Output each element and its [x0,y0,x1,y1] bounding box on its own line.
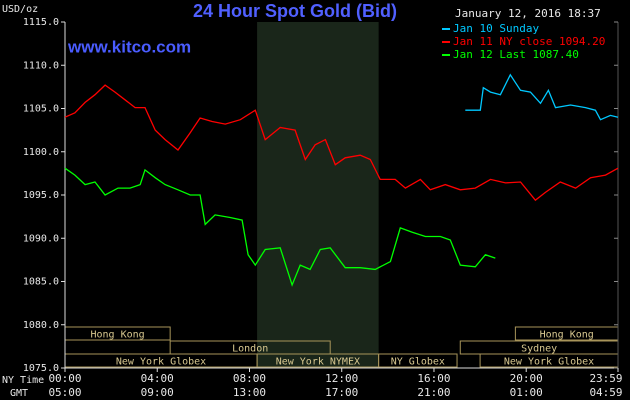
y-tick-label: 1110.0 [23,60,59,71]
y-tick-label: 1105.0 [23,104,59,115]
x2-tick-label: 09:00 [141,386,174,399]
session-label: NY Globex [391,357,445,368]
session-label: Hong Kong [540,330,594,341]
x-tick-label: 00:00 [48,372,81,385]
y-tick-label: 1075.0 [23,363,59,374]
x-tick-label: 16:00 [417,372,450,385]
y-tick-label: 1080.0 [23,320,59,331]
price-line [64,167,496,287]
session-bar [378,353,458,368]
x2-tick-label: 13:00 [233,386,266,399]
x2-tick-label: 21:00 [417,386,450,399]
x2-tick-label: 17:00 [325,386,358,399]
session-label: New York Globex [504,357,594,368]
legend-label: Jan 10 Sunday [453,22,539,35]
y-axis-label: USD/oz [2,4,38,15]
legend-label: Jan 11 NY close 1094.20 [453,35,605,48]
y-tick-label: 1085.0 [23,277,59,288]
session-label: New York NYMEX [276,357,360,368]
x-tick-label: 20:00 [510,372,543,385]
x2-tick-label: 01:00 [510,386,543,399]
timestamp: January 12, 2016 18:37 [455,7,601,20]
x-axis-label: NY Time [2,375,44,386]
y-tick-label: 1100.0 [23,147,59,158]
session-label: New York Globex [116,357,206,368]
session-label: Sydney [521,344,557,355]
session-label: London [232,344,268,355]
x-tick-label: 12:00 [325,372,358,385]
y-tick-label: 1095.0 [23,190,59,201]
y-tick-label: 1090.0 [23,233,59,244]
y-tick-label: 1115.0 [23,17,59,28]
x2-tick-label: 04:59 [589,386,622,399]
shaded-region [257,22,379,368]
legend-label: Jan 12 Last 1087.40 [453,48,579,61]
x2-axis-label: GMT [10,388,28,399]
x-tick-label: 04:00 [141,372,174,385]
price-line [465,73,619,121]
chart-title: 24 Hour Spot Gold (Bid) [193,1,397,21]
x-tick-label: 08:00 [233,372,266,385]
price-line [64,84,619,202]
x-tick-label: 23:59 [589,372,622,385]
x2-tick-label: 05:00 [48,386,81,399]
watermark: www.kitco.com [67,37,191,56]
session-label: Hong Kong [90,330,144,341]
